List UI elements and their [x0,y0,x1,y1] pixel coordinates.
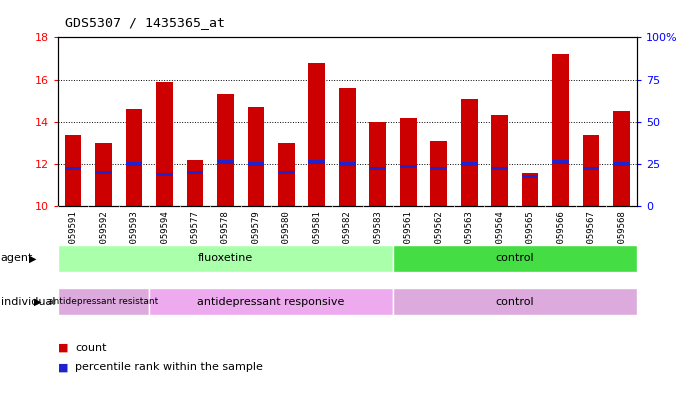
Bar [522,173,539,206]
Bar [583,167,599,170]
Text: GSM1059568: GSM1059568 [617,210,626,264]
Text: GSM1059593: GSM1059593 [129,210,138,264]
Bar [126,162,142,166]
Text: GSM1059594: GSM1059594 [160,210,169,264]
Text: percentile rank within the sample: percentile rank within the sample [75,362,263,373]
Bar [339,162,355,166]
Text: GSM1059567: GSM1059567 [586,210,596,264]
Text: GSM1059564: GSM1059564 [495,210,504,264]
Text: GSM1059566: GSM1059566 [556,210,565,264]
Bar [461,162,477,166]
Text: GSM1059577: GSM1059577 [191,210,200,264]
Bar [187,160,204,206]
Text: GSM1059582: GSM1059582 [343,210,352,264]
Text: fluoxetine: fluoxetine [197,253,253,263]
Bar [58,288,149,315]
Text: GSM1059561: GSM1059561 [404,210,413,264]
Bar [522,175,539,178]
Bar [461,99,477,206]
Bar [430,141,447,206]
Bar [369,167,386,170]
Bar [552,160,569,163]
Bar [247,162,264,166]
Text: GSM1059565: GSM1059565 [526,210,535,264]
Text: GDS5307 / 1435365_at: GDS5307 / 1435365_at [65,16,225,29]
Bar [393,288,637,315]
Bar [613,111,630,206]
Bar [552,54,569,206]
Text: GSM1059562: GSM1059562 [434,210,443,264]
Text: ▶: ▶ [34,297,42,307]
Text: ▶: ▶ [29,253,37,263]
Text: antidepressant resistant: antidepressant resistant [48,297,159,306]
Bar [308,62,326,206]
Text: GSM1059580: GSM1059580 [282,210,291,264]
Bar [217,160,234,163]
Bar [95,143,112,206]
Bar [308,160,326,163]
Text: ■: ■ [58,362,68,373]
Text: individual: individual [1,297,55,307]
Text: ■: ■ [58,343,68,353]
Text: GSM1059583: GSM1059583 [373,210,382,264]
Bar [278,143,295,206]
Text: GSM1059581: GSM1059581 [313,210,321,264]
Text: GSM1059592: GSM1059592 [99,210,108,264]
Bar [583,134,599,206]
Text: control: control [496,253,534,263]
Bar [58,245,393,272]
Bar [65,134,82,206]
Bar [491,167,508,170]
Bar [400,118,417,206]
Bar [65,167,82,170]
Bar [339,88,355,206]
Text: control: control [496,297,534,307]
Bar [400,165,417,168]
Bar [187,171,204,174]
Bar [217,94,234,206]
Text: count: count [75,343,106,353]
Bar [278,171,295,174]
Bar [491,116,508,206]
Text: GSM1059563: GSM1059563 [464,210,474,264]
Bar [430,167,447,170]
Bar [95,171,112,174]
Bar [613,162,630,166]
Bar [369,122,386,206]
Text: GSM1059578: GSM1059578 [221,210,230,264]
Bar [156,82,173,206]
Text: GSM1059591: GSM1059591 [69,210,78,264]
Bar [393,245,637,272]
Text: antidepressant responsive: antidepressant responsive [197,297,345,307]
Text: agent: agent [1,253,33,263]
Text: GSM1059579: GSM1059579 [251,210,260,264]
Bar [149,288,393,315]
Bar [126,109,142,206]
Bar [156,173,173,176]
Bar [247,107,264,206]
